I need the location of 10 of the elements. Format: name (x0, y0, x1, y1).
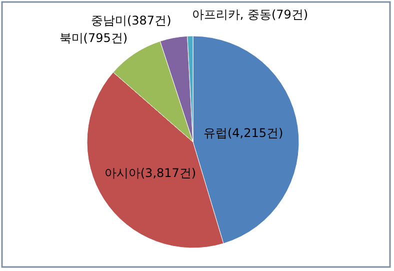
data-label: (795건) (83, 31, 128, 46)
data-label: (4,215건) (227, 126, 284, 140)
slice-label: 아시아 (104, 166, 140, 180)
slice-label: 북미 (59, 31, 84, 46)
data-label: (387건) (126, 14, 172, 28)
data-label: (79건) (271, 8, 308, 22)
slice-label: 유럽 (203, 126, 228, 140)
data-label: (3,817건) (140, 166, 196, 180)
slice-label: 아프리카, 중동 (192, 8, 272, 22)
slice-label: 중남미 (90, 14, 127, 28)
